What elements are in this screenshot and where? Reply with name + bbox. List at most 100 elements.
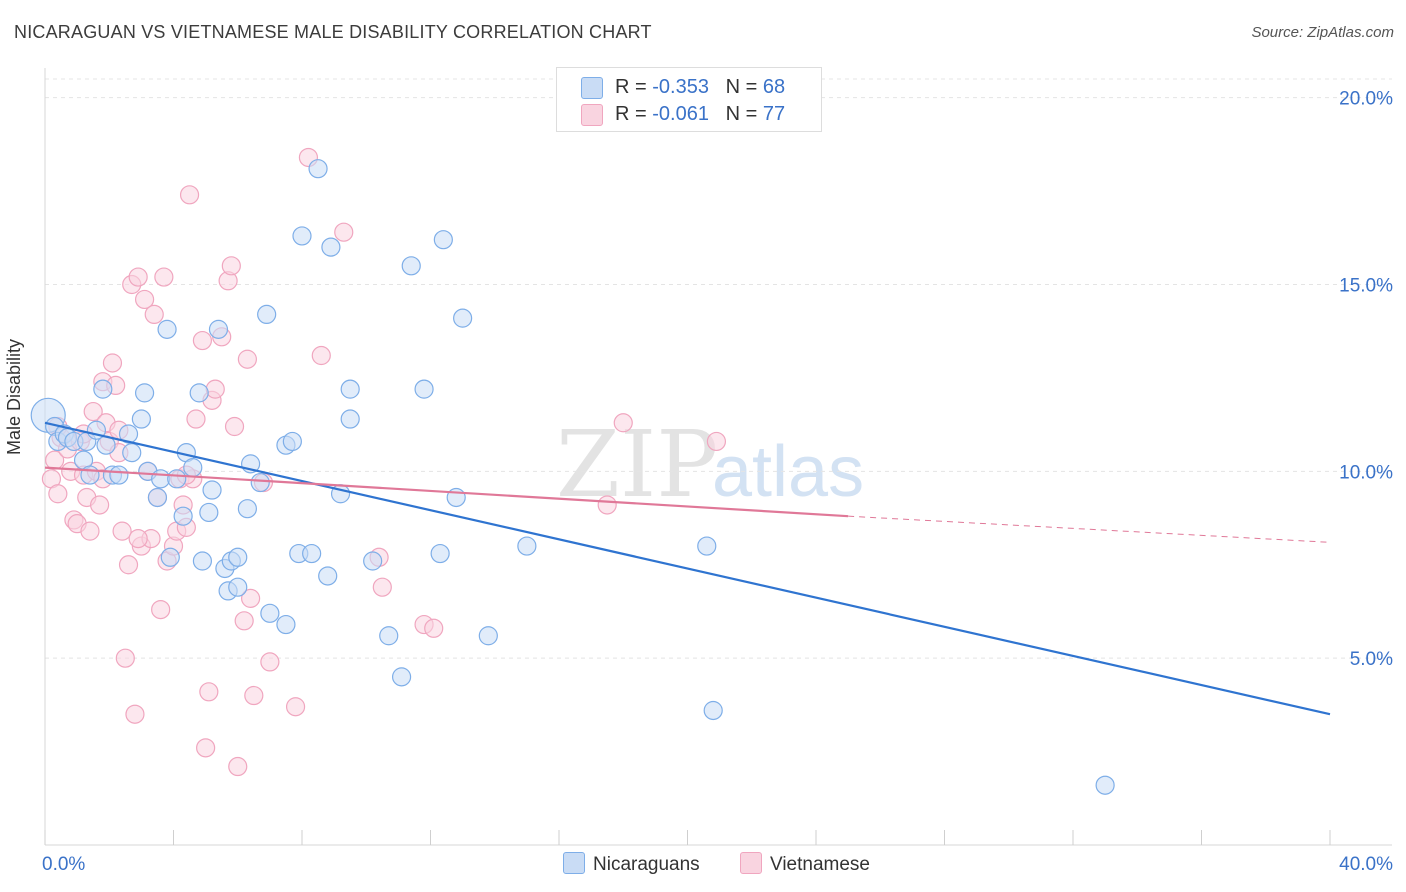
nicaraguan-point <box>134 383 155 403</box>
vietnamese-point <box>196 738 216 758</box>
vietnamese-point <box>234 611 254 631</box>
nicaraguan-point <box>80 465 100 485</box>
vietnamese-point <box>134 289 155 310</box>
vietnamese-point <box>241 588 261 608</box>
legend-swatch-vietnamese <box>740 852 762 874</box>
vietnamese-point <box>311 345 331 366</box>
watermark-atlas: atlas <box>712 432 864 512</box>
nicaraguan-point <box>228 577 248 597</box>
nicaraguan-point <box>276 614 296 635</box>
nicaraguan-point <box>321 237 341 257</box>
nicaraguan-point <box>131 409 151 429</box>
vietnamese-point <box>597 495 617 515</box>
vietnamese-point <box>260 652 280 672</box>
vietnamese-point <box>199 682 219 702</box>
nicaraguan-point <box>93 379 113 399</box>
y-tick-label: 5.0% <box>1350 649 1393 670</box>
nicaraguan-point <box>282 431 302 452</box>
legend-label-vietnamese: Vietnamese <box>770 854 870 875</box>
vietnamese-point <box>244 685 264 706</box>
nicaraguan-point <box>363 551 383 571</box>
y-tick-label: 20.0% <box>1339 89 1393 110</box>
legend-r-value: -0.353 <box>652 76 709 98</box>
bottom-legend-nicaraguans[interactable]: Nicaraguans <box>563 852 700 876</box>
vietnamese-point <box>80 521 100 541</box>
nicaraguan-point <box>189 383 209 403</box>
vietnamese-point <box>115 648 135 668</box>
nicaraguan-point <box>391 667 412 687</box>
vietnamese-point <box>192 330 213 351</box>
vietnamese-point <box>102 353 123 373</box>
vietnamese-point <box>221 256 241 276</box>
nicaraguan-point <box>208 319 229 339</box>
nicaraguan-point <box>151 469 171 489</box>
nicaraguan-point <box>228 547 248 567</box>
nicaraguan-point <box>237 499 257 519</box>
nicaraguan-point <box>703 700 723 721</box>
nicaraguan-point <box>697 536 717 556</box>
source-label: Source: ZipAtlas.com <box>1251 24 1394 41</box>
nicaraguan-point <box>183 458 203 478</box>
vietnamese-point <box>118 555 139 575</box>
nicaraguan-point <box>292 226 312 246</box>
nicaraguan-point <box>302 543 322 564</box>
vietnamese-point <box>334 222 354 242</box>
vietnamese-trend-line <box>44 466 849 518</box>
vietnamese-point <box>706 431 727 452</box>
legend-r-label: R = <box>615 103 653 125</box>
nicaraguan-point <box>478 626 498 646</box>
nicaraguan-point <box>260 603 280 623</box>
legend-n-label: N = <box>725 76 763 98</box>
vietnamese-point <box>372 577 392 597</box>
vietnamese-point <box>151 599 171 620</box>
nicaraguan-points <box>30 159 1115 795</box>
vietnamese-point <box>424 618 444 638</box>
nicaraguan-point <box>199 502 219 523</box>
axis-labels: 5.0% 10.0% 15.0% 20.0% 0.0% 40.0% <box>42 89 1393 875</box>
vietnamese-point <box>228 756 248 777</box>
vietnamese-point <box>48 484 68 504</box>
vietnamese-point <box>285 697 306 717</box>
nicaraguan-point <box>257 304 277 325</box>
legend-r-value: -0.061 <box>652 103 709 125</box>
watermark-zip: ZIP <box>556 411 718 518</box>
legend-n-label: N = <box>725 103 763 125</box>
nicaraguan-point <box>173 506 193 526</box>
vietnamese-point <box>179 185 200 205</box>
legend-swatch-vietnamese <box>581 104 603 126</box>
vietnamese-point <box>128 267 148 287</box>
nicaraguan-point <box>122 443 142 463</box>
bottom-legend-vietnamese[interactable]: Vietnamese <box>740 852 870 876</box>
legend-n-value: 77 <box>762 103 786 125</box>
vietnamese-point <box>224 416 245 437</box>
nicaraguan-point <box>1095 775 1115 795</box>
nicaraguan-point <box>379 626 399 646</box>
nicaraguan-trend-line <box>44 421 1331 716</box>
nicaraguan-point <box>160 547 180 567</box>
vietnamese-point <box>128 528 148 549</box>
y-tick-label: 10.0% <box>1339 462 1393 483</box>
legend-label-nicaraguans: Nicaraguans <box>593 854 700 875</box>
nicaraguan-point <box>109 465 129 485</box>
y-axis-label: Male Disability <box>4 338 24 455</box>
vietnamese-point <box>613 413 633 433</box>
vietnamese-point <box>90 495 110 515</box>
vietnamese-trend-extension <box>848 515 1331 543</box>
nicaraguan-point <box>250 472 270 493</box>
nicaraguan-point <box>157 319 177 339</box>
nicaraguan-point <box>430 543 450 564</box>
nicaraguan-point <box>517 536 537 556</box>
axes <box>44 68 1392 846</box>
nicaraguan-point <box>433 230 453 250</box>
vietnamese-point <box>205 379 225 399</box>
legend-swatch-nicaraguans <box>581 77 603 99</box>
nicaraguan-point <box>340 379 360 399</box>
nicaraguan-point <box>118 424 139 444</box>
x-axis-ticks <box>44 830 1331 845</box>
vietnamese-point <box>154 267 174 287</box>
vietnamese-point <box>237 349 257 369</box>
nicaraguan-point <box>453 308 473 328</box>
nicaraguan-point <box>192 551 213 571</box>
nicaraguan-point <box>414 379 434 399</box>
